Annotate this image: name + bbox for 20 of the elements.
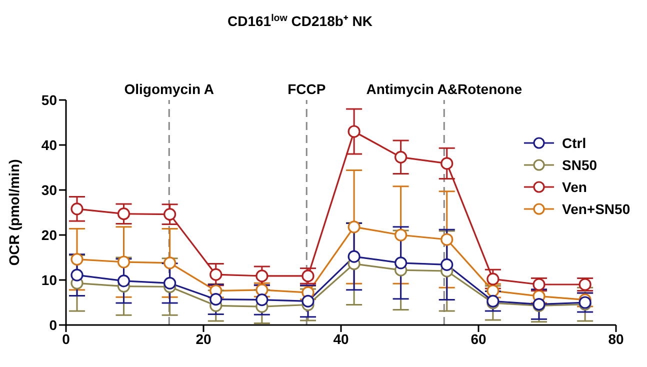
y-tick-label: 20 xyxy=(41,226,58,243)
y-tick-label: 0 xyxy=(49,316,58,333)
ref-line-label: FCCP xyxy=(288,81,326,97)
legend-label: Ctrl xyxy=(562,135,586,151)
y-tick-label: 30 xyxy=(41,182,58,198)
x-tick-label: 80 xyxy=(608,330,624,347)
ref-line-label: Antimycin A&Rotenone xyxy=(366,81,522,97)
legend-label: SN50 xyxy=(562,157,598,173)
chart-title: CD161$^{low}$ CD218b⁺ NK xyxy=(227,12,373,29)
x-tick-label: 20 xyxy=(196,330,212,347)
y-tick-label: 10 xyxy=(41,272,58,288)
ref-line-label: Oligomycin A xyxy=(124,81,214,97)
legend-label: Ven+SN50 xyxy=(562,201,630,217)
y-axis-title: OCR (pmol/min) xyxy=(6,159,22,266)
y-tick-label: 50 xyxy=(41,92,58,108)
legend-label: Ven xyxy=(562,179,587,195)
y-tick-label: 40 xyxy=(41,136,58,153)
x-tick-label: 60 xyxy=(470,330,486,347)
x-tick-label: 0 xyxy=(62,330,70,347)
x-tick-label: 40 xyxy=(333,330,349,347)
